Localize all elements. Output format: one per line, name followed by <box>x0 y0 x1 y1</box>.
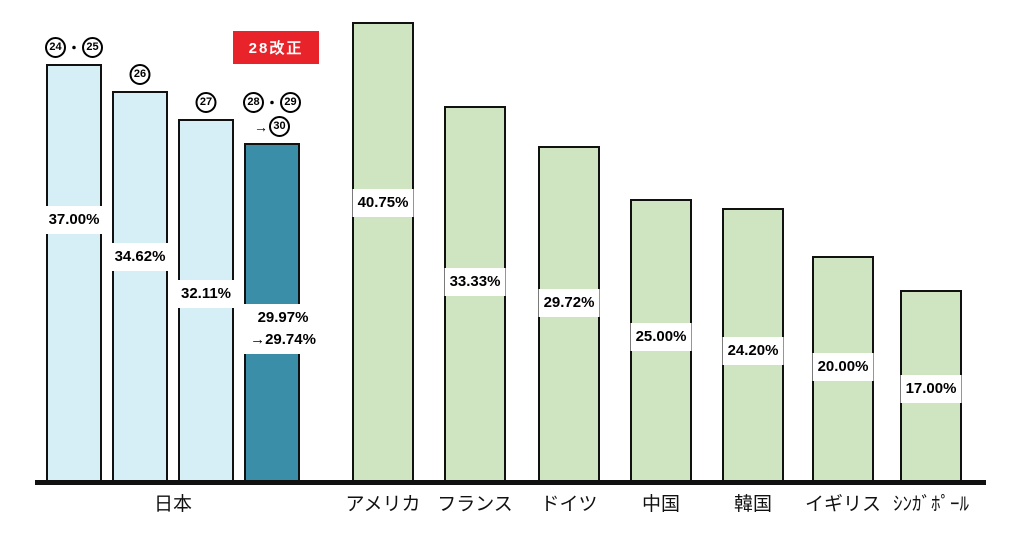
bar-usa <box>352 22 414 485</box>
value-label-text: 32.11% <box>180 285 232 302</box>
year-label-separator: ・ <box>265 94 279 111</box>
value-label-text: 29.97% <box>257 309 309 326</box>
reform-badge: 28改正 <box>233 31 319 64</box>
circled-year-number: 27 <box>195 92 217 113</box>
value-label-korea: 24.20% <box>722 337 784 365</box>
x-axis-label-1: アメリカ <box>345 494 421 515</box>
circled-year-number: 28 <box>243 92 264 113</box>
value-label-japan-h24-25: 37.00% <box>43 206 105 234</box>
circled-year-number: 30 <box>269 116 290 137</box>
x-axis-line <box>35 480 986 485</box>
value-label-text: 24.20% <box>727 342 779 359</box>
year-label-line: 24 ・ 25 <box>45 36 103 59</box>
value-label-japan-h26: 34.62% <box>109 243 171 271</box>
circled-year-number: 29 <box>280 92 301 113</box>
value-label-japan-h27: 32.11% <box>175 280 237 308</box>
value-label-text: 25.00% <box>635 328 687 345</box>
year-label-japan-h27: 27 <box>195 91 217 114</box>
year-label-separator: → <box>254 118 268 135</box>
value-label-china: 25.00% <box>630 323 692 351</box>
value-label-text: 33.33% <box>449 273 501 290</box>
year-label-line: 28 ・ 29 <box>243 91 301 114</box>
value-label-france: 33.33% <box>444 268 506 296</box>
value-label-singapore: 17.00% <box>900 375 962 403</box>
value-label-text: 17.00% <box>905 380 957 397</box>
bar-japan-h26 <box>112 91 168 485</box>
year-label-japan-h28-29-30: 28 ・ 29 → 30 <box>243 91 301 138</box>
x-axis-label-0: 日本 <box>153 494 193 515</box>
x-axis-label-5: 韓国 <box>733 494 773 515</box>
value-label-text: →29.74% <box>250 330 316 348</box>
year-label-japan-h26: 26 <box>129 63 151 86</box>
value-label-text: 29.72% <box>543 294 595 311</box>
year-label-line: 26 <box>129 63 151 86</box>
value-label-japan-h28-29-30: 29.97% →29.74% <box>236 304 330 354</box>
circled-year-number: 24 <box>45 37 66 58</box>
value-label-germany: 29.72% <box>538 289 600 317</box>
x-axis-label-3: ドイツ <box>540 494 598 515</box>
x-axis-label-6: イギリス <box>804 494 882 515</box>
value-label-uk: 20.00% <box>812 353 874 381</box>
year-label-japan-h24-25: 24 ・ 25 <box>45 36 103 59</box>
value-label-text: 37.00% <box>48 211 100 228</box>
bar-japan-h24-25 <box>46 64 102 485</box>
year-label-line: 27 <box>195 91 217 114</box>
value-label-text: 34.62% <box>114 248 166 265</box>
year-label-line: → 30 <box>254 115 290 138</box>
x-axis-label-2: フランス <box>437 494 513 515</box>
year-label-separator: ・ <box>67 39 81 56</box>
value-label-text: 20.00% <box>817 358 869 375</box>
circled-year-number: 25 <box>82 37 103 58</box>
x-axis-label-7: ｼﾝｶﾞﾎﾟｰﾙ <box>892 494 970 515</box>
circled-year-number: 26 <box>129 64 151 85</box>
value-label-text: 40.75% <box>357 194 409 211</box>
value-label-usa: 40.75% <box>352 189 414 217</box>
x-axis-label-4: 中国 <box>641 494 681 515</box>
